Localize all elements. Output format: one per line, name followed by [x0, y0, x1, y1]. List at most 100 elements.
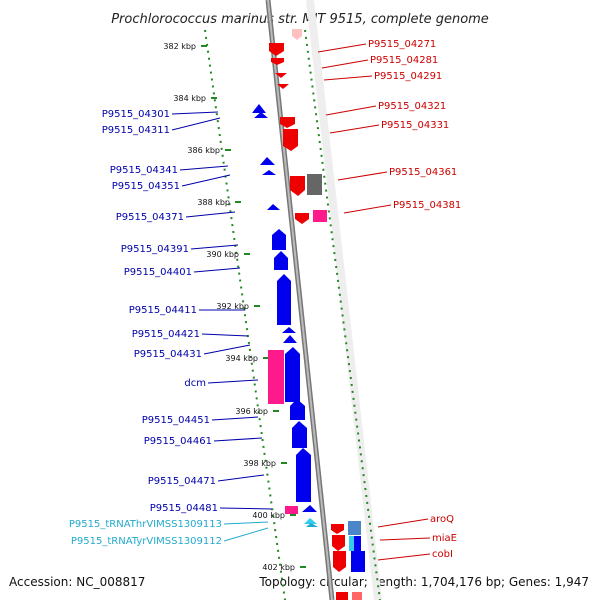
gene-p9515-04421: [282, 327, 296, 333]
gene-p9515-04431: [285, 347, 300, 402]
gene-label-left[interactable]: P9515_04471: [148, 476, 216, 487]
gene-label-left[interactable]: P9515_04411: [129, 305, 197, 316]
genome-summary-text: Topology: circular; Length: 1,704,176 bp…: [258, 575, 589, 589]
gene-label-left[interactable]: P9515_04451: [142, 415, 210, 426]
label-leader-line: [321, 59, 369, 69]
gene-p9515-04311: [254, 112, 268, 118]
gene-p9515-04381b: [313, 210, 327, 222]
gene-p9515-04401: [274, 251, 288, 270]
gene-cobi-left: [333, 551, 346, 572]
gene-p9515-04471: [296, 448, 311, 502]
accession-text: Accession: NC_008817: [9, 575, 145, 589]
gene-label-right[interactable]: P9515_04361: [389, 167, 457, 178]
label-leader-line: [211, 416, 259, 421]
label-leader-line: [201, 333, 249, 337]
gene-labels: P9515_04301 P9515_04311 P9515_04341 P9515_0…: [69, 39, 461, 561]
gene-miae-left: [332, 535, 345, 551]
kbp-tick-label: 388 kbp: [197, 198, 230, 207]
label-leader-line: [203, 344, 251, 355]
label-leader-line: [317, 43, 367, 53]
label-leader-line: [223, 527, 269, 542]
gene-label-left[interactable]: P9515_tRNAThrVIMSS1309113: [69, 519, 222, 530]
gene-label-right[interactable]: P9515_04271: [368, 39, 436, 50]
gene-label-right[interactable]: P9515_04381: [393, 200, 461, 211]
label-leader-line: [213, 437, 263, 442]
gene-dcm: [268, 350, 284, 404]
gene-label-right[interactable]: P9515_04331: [381, 120, 449, 131]
gene-p9515-04381: [295, 213, 309, 224]
gene-pseudo: [307, 174, 322, 195]
gene-arog: [331, 524, 344, 534]
kbp-tick-label: 390 kbp: [206, 250, 239, 259]
gene-label-left[interactable]: P9515_04311: [102, 125, 170, 136]
gene-label-left[interactable]: P9515_04301: [102, 109, 170, 120]
gene-label-right[interactable]: aroQ: [430, 514, 454, 525]
gene-p9515-04331: [283, 129, 298, 151]
gene-label-right[interactable]: P9515_04291: [374, 71, 442, 82]
gene-p9515-04321: [280, 117, 295, 128]
gene-label-right[interactable]: miaE: [432, 533, 457, 544]
gene-p9515-04291b: [277, 84, 289, 89]
label-leader-line: [179, 165, 229, 171]
left-tick-line: [204, 29, 286, 600]
gene-label-left[interactable]: dcm: [184, 378, 206, 389]
gene-trna-tyr: [306, 523, 318, 527]
gene-label-right[interactable]: cobI: [432, 549, 453, 560]
gene-p9515-04361: [290, 176, 305, 196]
gene-features: [252, 29, 365, 600]
gene-trna-thr: [304, 518, 317, 524]
gene-label-left[interactable]: P9515_04341: [110, 165, 178, 176]
label-leader-line: [223, 521, 269, 525]
gene-p9515-04411: [277, 274, 291, 325]
gene-p9515-04391: [272, 229, 286, 250]
kbp-tick-label: 382 kbp: [163, 42, 196, 51]
label-leader-line: [219, 507, 273, 510]
kbp-tick-label: 386 kbp: [187, 146, 220, 155]
gene-p9515-04271: [269, 43, 284, 56]
gene-p9515-04281: [271, 58, 284, 65]
gene-p9515-04371: [267, 204, 280, 210]
label-leader-line: [377, 553, 431, 561]
label-leader-line: [185, 211, 236, 218]
gene-p9515-04421b: [283, 335, 297, 343]
gene-bottom-b: [352, 592, 362, 600]
kbp-tick-label: 396 kbp: [235, 407, 268, 416]
gene-label-left[interactable]: P9515_04351: [112, 181, 180, 192]
label-leader-line: [325, 105, 377, 116]
gene-label-right[interactable]: P9515_04321: [378, 101, 446, 112]
gene-label-left[interactable]: P9515_04371: [116, 212, 184, 223]
label-leader-line: [323, 75, 373, 81]
gene-label-left[interactable]: P9515_04391: [121, 244, 189, 255]
gene-label-left[interactable]: P9515_04401: [124, 267, 192, 278]
kbp-tick-label: 392 kbp: [216, 302, 249, 311]
gene-p9515-04451: [290, 399, 305, 420]
gene-p9515-04481b: [285, 506, 298, 514]
gene-p9515-04461: [292, 421, 307, 448]
label-leader-line: [171, 117, 221, 131]
gene-p9515-04351: [262, 170, 276, 175]
gene-label-left[interactable]: P9515_04461: [144, 436, 212, 447]
label-leader-line: [193, 267, 241, 273]
label-leader-line: [379, 537, 431, 541]
gene-feature: [292, 29, 302, 40]
kbp-tick-label: 400 kbp: [252, 511, 285, 520]
label-leader-line: [377, 518, 429, 528]
right-tick-line: [304, 29, 381, 600]
label-leader-line: [217, 474, 265, 482]
kbp-tick-label: 394 kbp: [225, 354, 258, 363]
label-leader-line: [329, 124, 380, 134]
gene-label-left[interactable]: P9515_04431: [134, 349, 202, 360]
gene-label-right[interactable]: P9515_04281: [370, 55, 438, 66]
gene-label-left[interactable]: P9515_04481: [150, 503, 218, 514]
label-leader-line: [171, 111, 219, 115]
gene-p9515-04291: [275, 73, 287, 78]
gene-aroq: [348, 521, 361, 535]
gene-label-left[interactable]: P9515_tRNATyrVIMSS1309112: [71, 536, 222, 547]
gene-label-left[interactable]: P9515_04421: [132, 329, 200, 340]
gene-miae-cyan: [349, 536, 354, 551]
kbp-tick-label: 398 kbp: [243, 459, 276, 468]
gene-p9515-04481: [302, 505, 317, 512]
gene-bottom: [336, 592, 348, 600]
label-leader-line: [190, 244, 239, 250]
kbp-tick-label: 402 kbp: [262, 563, 295, 572]
